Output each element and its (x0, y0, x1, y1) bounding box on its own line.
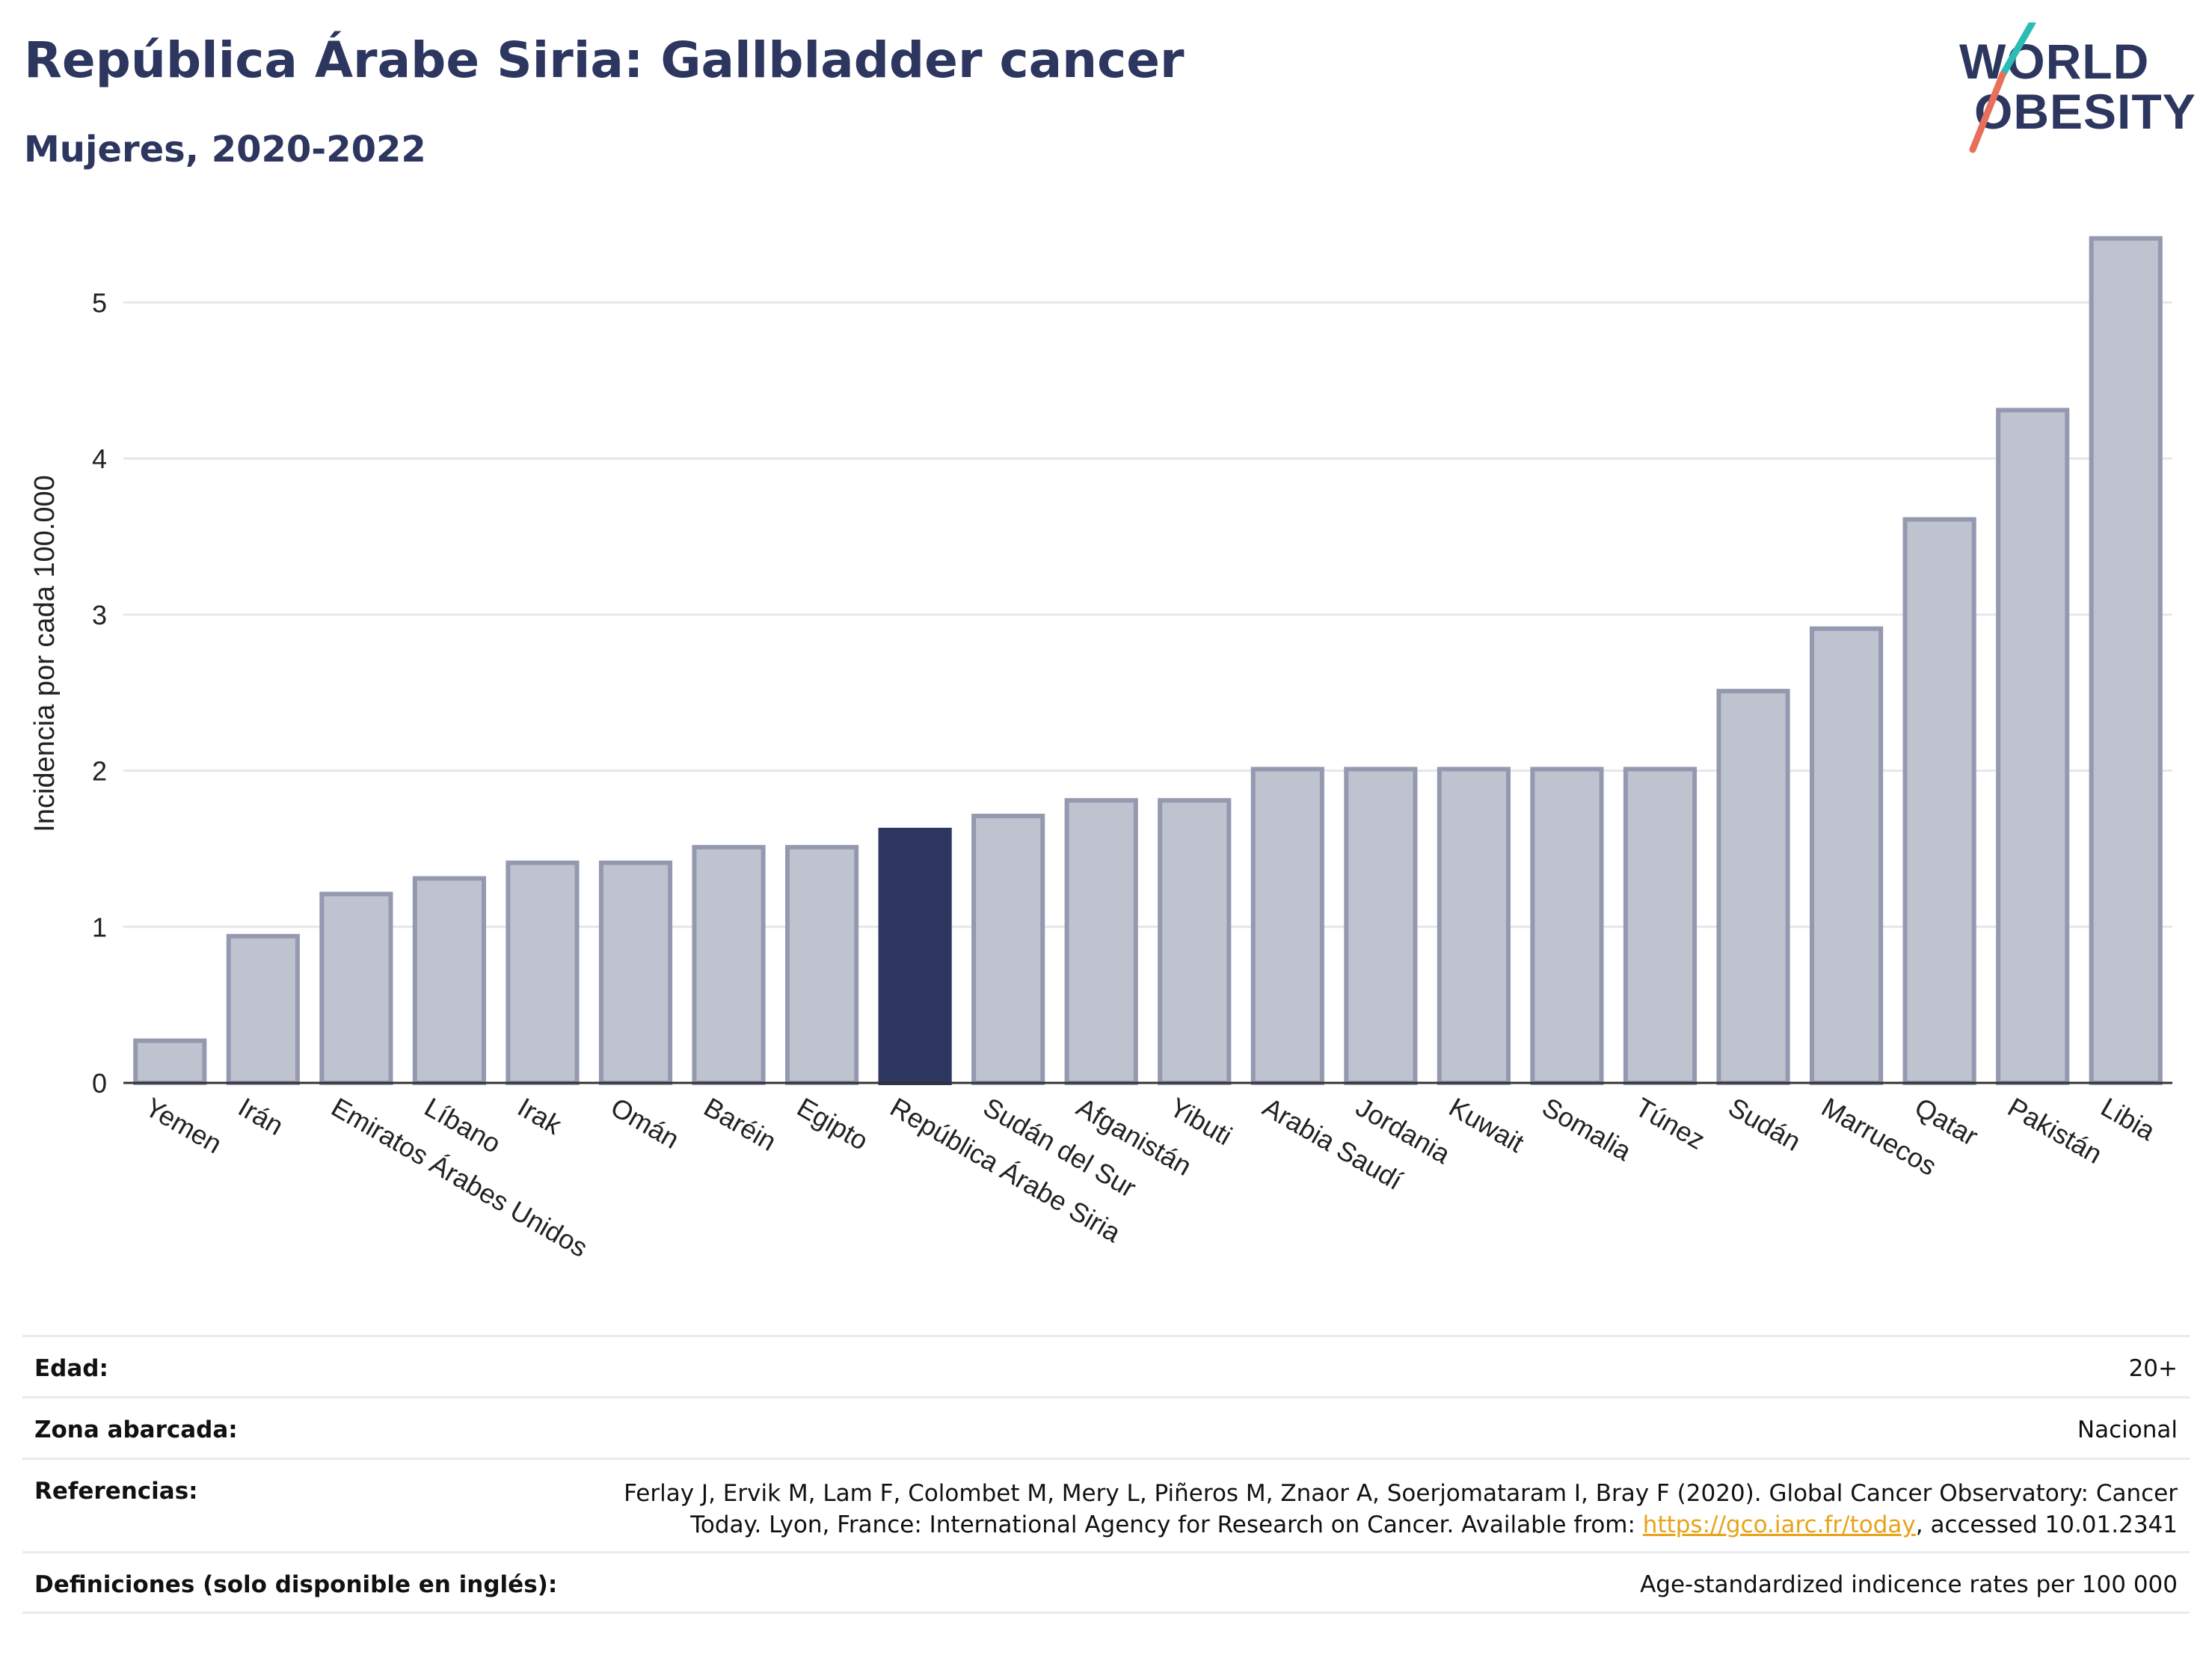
footer-row-referencias: Referencias: Ferlay J, Ervik M, Lam F, C… (22, 1458, 2190, 1551)
bar[interactable] (226, 933, 300, 1086)
footer-table: Edad: 20+ Zona abarcada: Nacional Refere… (22, 1335, 2190, 1614)
x-tick-label: Baréin (699, 1091, 782, 1157)
bar-chart: 0 1 2 3 4 5 Yemen Irán Emiratos Árabes UnidosLí… (29, 236, 2172, 1263)
bar[interactable] (1158, 798, 1232, 1085)
chart-subtitle: Mujeres, 2020-2022 (24, 129, 426, 171)
x-tick-label: Omán (606, 1091, 684, 1155)
logo-slash-teal (1999, 22, 2036, 79)
bar[interactable] (319, 891, 393, 1085)
y-tick-label: 1 (92, 912, 107, 942)
y-tick-label: 0 (92, 1068, 107, 1099)
footer-value-referencias: Ferlay J, Ervik M, Lam F, Colombet M, Me… (624, 1478, 2178, 1541)
footer-row-definiciones: Definiciones (solo disponible en inglés)… (22, 1551, 2190, 1614)
y-tick-label: 3 (92, 600, 107, 630)
bar[interactable] (133, 1038, 207, 1086)
bar[interactable] (598, 860, 673, 1086)
x-tick-label: Somalia (1537, 1091, 1637, 1167)
bar[interactable] (1437, 767, 1511, 1085)
x-tick-label: Libia (2096, 1091, 2161, 1146)
bar[interactable] (692, 844, 766, 1085)
x-tick-label: Egipto (792, 1091, 873, 1156)
logo-text-world: WORLD (1959, 34, 2149, 89)
bar[interactable] (412, 876, 486, 1085)
reference-line2-post: , accessed 10.01.2341 (1915, 1511, 2178, 1538)
world-obesity-logo: WORLD OBESITY (1959, 22, 2196, 153)
bar[interactable] (1716, 689, 1790, 1085)
footer-label-referencias: Referencias: (34, 1478, 198, 1505)
y-tick-label: 2 (92, 756, 107, 787)
chart-title: República Árabe Siria: Gallbladder cance… (24, 31, 1185, 89)
y-axis-label: Incidencia por cada 100.000 (29, 475, 61, 832)
bar[interactable] (971, 814, 1045, 1086)
bar[interactable] (1623, 767, 1698, 1085)
y-axis-ticks: 0 1 2 3 4 5 (92, 287, 107, 1099)
footer-label-definiciones: Definiciones (solo disponible en inglés)… (34, 1571, 558, 1598)
footer-label-edad: Edad: (34, 1355, 108, 1382)
footer-value-definiciones: Age-standardized indicence rates per 100… (1640, 1571, 2178, 1598)
bar[interactable] (1530, 767, 1604, 1085)
logo-slash-coral (1969, 71, 2006, 153)
bars (133, 236, 2163, 1086)
bar[interactable] (506, 860, 580, 1086)
x-tick-label: Yemen (140, 1091, 227, 1159)
bar[interactable] (2089, 236, 2163, 1086)
bar[interactable] (1064, 798, 1138, 1085)
x-tick-label: Sudán (1724, 1091, 1807, 1157)
bar[interactable] (878, 827, 952, 1085)
x-tick-label: Irán (233, 1091, 289, 1141)
bar[interactable] (1250, 767, 1324, 1085)
x-tick-label: Túnez (1630, 1091, 1710, 1155)
bar[interactable] (1810, 626, 1884, 1085)
footer-value-zona: Nacional (2077, 1416, 2178, 1443)
reference-line1: Ferlay J, Ervik M, Lam F, Colombet M, Me… (624, 1480, 2178, 1507)
footer-row-zona: Zona abarcada: Nacional (22, 1396, 2190, 1458)
x-tick-label: Kuwait (1444, 1091, 1529, 1158)
footer-label-zona: Zona abarcada: (34, 1416, 238, 1443)
bar[interactable] (785, 844, 859, 1085)
footer-row-edad: Edad: 20+ (22, 1335, 2190, 1396)
x-tick-label: Irak (512, 1091, 567, 1140)
reference-link[interactable]: https://gco.iarc.fr/today (1642, 1511, 1916, 1538)
footer-value-edad: 20+ (2128, 1355, 2178, 1382)
reference-line2-pre: Today. Lyon, France: International Agenc… (690, 1511, 1643, 1538)
logo-text-obesity: OBESITY (1974, 84, 2196, 139)
bar[interactable] (1996, 408, 2070, 1085)
bar[interactable] (1902, 517, 1976, 1085)
y-tick-label: 5 (92, 287, 107, 318)
x-tick-label: Pakistán (2003, 1091, 2107, 1170)
y-tick-label: 4 (92, 443, 107, 474)
bar[interactable] (1344, 767, 1418, 1085)
